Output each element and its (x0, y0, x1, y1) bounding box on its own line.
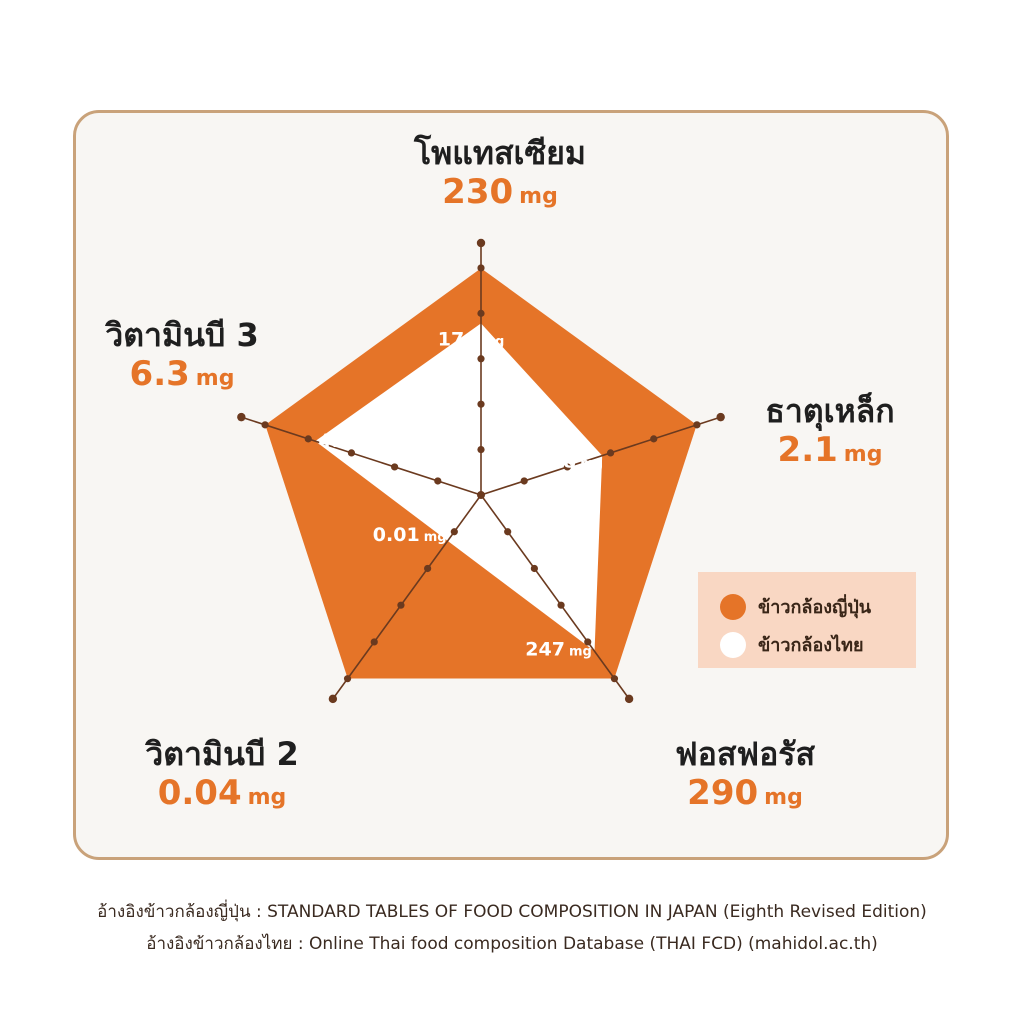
axis-name: วิตามินบี 2 (145, 735, 299, 773)
axis-tick-dot (261, 421, 269, 429)
axis-tick-dot (530, 564, 538, 573)
axis-tick-dot (610, 675, 619, 683)
legend-item-japan: ข้าวกล้องญี่ปุ่น (720, 592, 871, 621)
axis-value: 230 mg (442, 172, 558, 212)
footer-reference-thai: อ้างอิงข้าวกล้องไทย : Online Thai food c… (146, 934, 878, 954)
axis-tick-dot (304, 435, 312, 443)
axis-value: 0.04 mg (157, 773, 287, 813)
axis-tick-dot (424, 564, 432, 573)
axis-tick-dot (347, 449, 356, 457)
legend-label: ข้าวกล้องไทย (758, 635, 864, 656)
axis-tick-dot (504, 528, 512, 536)
axis-tick-dot (477, 400, 485, 408)
axis-tick-dot (557, 601, 565, 609)
axis-label-vitamin-b3: วิตามินบี 3 6.3 mg (72, 316, 292, 399)
thai-value-label: 4.84 mg (318, 430, 392, 452)
thai-value-label: 247 mg (525, 638, 592, 660)
axis-tick-dot (520, 477, 528, 485)
axis-name: โพแทสเซียม (413, 134, 587, 172)
legend-label: ข้าวกล้องญี่ปุ่น (758, 597, 872, 618)
thai-value-label: 0.01 mg (373, 524, 447, 546)
axis-tick-dot (477, 309, 485, 317)
thai-value-label: 174 mg (438, 328, 505, 350)
axis-end-dot (237, 412, 246, 422)
axis-tick-dot (650, 435, 658, 443)
axis-name: ธาตุเหล็ก (765, 392, 895, 430)
axis-tick-dot (584, 638, 592, 646)
axis-label-potassium: โพแทสเซียม 230 mg (380, 134, 620, 217)
axis-name: ฟอสฟอรัส (675, 735, 815, 773)
axis-end-dot (476, 238, 486, 248)
axis-value: 6.3 mg (129, 354, 235, 394)
footer-reference-japan: อ้างอิงข้าวกล้องญี่ปุ่น : STANDARD TABLE… (97, 902, 927, 922)
axis-end-dot (716, 412, 725, 422)
axis-label-iron: ธาตุเหล็ก 2.1 mg (740, 392, 920, 475)
axis-value: 290 mg (687, 773, 803, 813)
axis-tick-dot (693, 421, 701, 429)
axis-tick-dot (343, 675, 352, 683)
axis-tick-dot (391, 463, 399, 471)
axis-tick-dot (370, 638, 378, 646)
axis-label-phosphorus: ฟอสฟอรัส 290 mg (640, 735, 850, 818)
axis-name: วิตามินบี 3 (105, 316, 259, 354)
legend-swatch (720, 593, 746, 620)
axis-tick-dot (477, 264, 485, 272)
axis-tick-dot (477, 355, 485, 363)
axis-end-dot (328, 694, 338, 704)
axis-tick-dot (606, 449, 615, 457)
axis-end-dot (624, 694, 634, 704)
axis-tick-dot (450, 528, 458, 536)
legend-item-thai: ข้าวกล้องไทย (720, 630, 864, 659)
axis-tick-dot (477, 445, 485, 454)
axis-tick-dot (434, 477, 442, 485)
center-dot (477, 491, 485, 499)
thai-value-label: 1.18 mg (529, 451, 603, 473)
axis-tick-dot (397, 601, 405, 609)
axis-value: 2.1 mg (777, 430, 883, 470)
legend: ข้าวกล้องญี่ปุ่น ข้าวกล้องไทย (698, 572, 916, 668)
axis-label-vitamin-b2: วิตามินบี 2 0.04 mg (112, 735, 332, 818)
axis-tick-dot (563, 463, 571, 471)
legend-swatch (720, 631, 746, 658)
